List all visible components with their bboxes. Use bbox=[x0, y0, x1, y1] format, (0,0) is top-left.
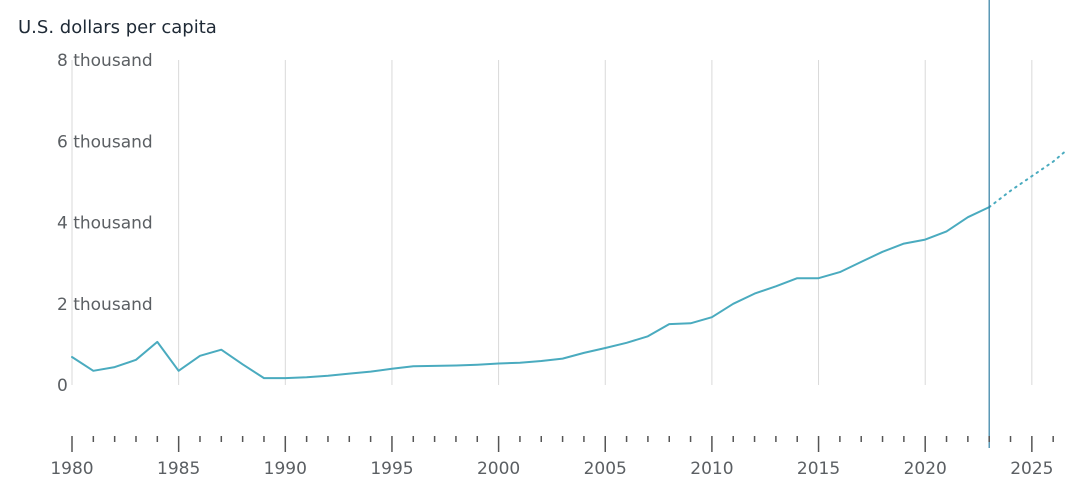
y-tick-label: 4 thousand bbox=[57, 214, 153, 234]
x-tick-label: 2000 bbox=[477, 459, 520, 479]
gridlines bbox=[71, 60, 1033, 385]
x-tick-label: 2010 bbox=[690, 459, 733, 479]
x-tick-label: 1990 bbox=[264, 459, 307, 479]
y-tick-label: 8 thousand bbox=[57, 51, 153, 71]
x-tick-label: 2020 bbox=[904, 459, 947, 479]
x-tick-label: 2015 bbox=[797, 459, 840, 479]
y-tick-label: 2 thousand bbox=[57, 295, 153, 315]
x-tick-label: 1980 bbox=[50, 459, 93, 479]
projection-line bbox=[988, 151, 1065, 209]
y-tick-label: 6 thousand bbox=[57, 132, 153, 152]
series-line bbox=[71, 206, 991, 380]
x-tick-label: 1995 bbox=[370, 459, 413, 479]
y-axis-title: U.S. dollars per capita bbox=[18, 17, 217, 38]
x-tick-label: 2025 bbox=[1010, 459, 1053, 479]
x-axis: 1980 1985 1990 1995 2000 2005 2010 2015 2020 2025 bbox=[50, 436, 1054, 479]
y-axis-tick-labels: 0 2 thousand 4 thousand 6 thousand 8 thousan… bbox=[57, 51, 153, 396]
y-tick-label: 0 bbox=[57, 376, 68, 396]
x-tick-label: 2005 bbox=[584, 459, 627, 479]
series-lines bbox=[71, 151, 1065, 380]
x-tick-label: 1985 bbox=[157, 459, 200, 479]
